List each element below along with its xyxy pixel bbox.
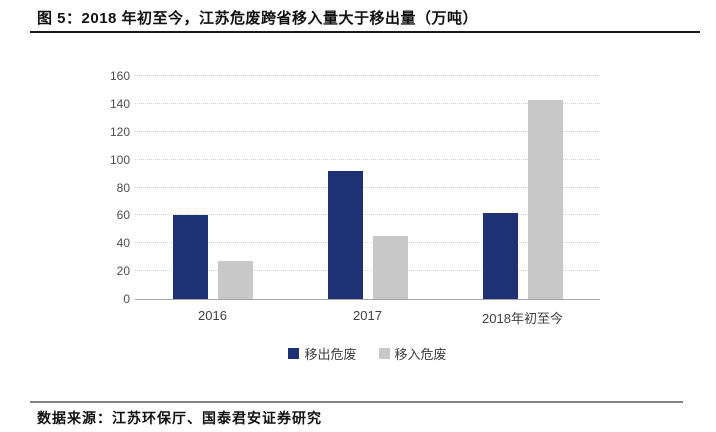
title-underline bbox=[30, 31, 700, 33]
y-tick-label: 120 bbox=[109, 124, 130, 139]
y-tick-label: 0 bbox=[123, 292, 130, 306]
legend-label: 移出危废 bbox=[304, 347, 357, 362]
footer-rule bbox=[30, 401, 683, 403]
legend-swatch-icon bbox=[378, 348, 390, 359]
x-axis-label: 2018年初至今 bbox=[482, 311, 563, 326]
bar-移出危废-2017 bbox=[327, 170, 363, 299]
y-tick-label: 80 bbox=[116, 180, 130, 195]
gridline bbox=[135, 214, 600, 216]
legend-label: 移入危废 bbox=[394, 347, 447, 362]
x-axis-line bbox=[135, 299, 600, 300]
gridline bbox=[135, 130, 600, 132]
bar-移出危废-2018年初至今 bbox=[482, 212, 518, 299]
y-tick-label: 160 bbox=[109, 69, 130, 83]
gridline bbox=[135, 242, 600, 244]
x-axis-label: 2016 bbox=[198, 308, 227, 323]
y-tick-label: 100 bbox=[109, 152, 130, 167]
x-axis-labels: 2016 2017 2018年初至今 bbox=[135, 308, 600, 327]
y-tick-label: 40 bbox=[116, 236, 130, 251]
bar-移出危废-2016 bbox=[172, 215, 208, 299]
y-tick-label: 20 bbox=[116, 264, 130, 279]
legend-entry-移入危废: 移入危废 bbox=[378, 344, 447, 363]
bar-group-2018年初至今 bbox=[445, 76, 600, 299]
bar-移入危废-2017 bbox=[372, 236, 408, 299]
y-tick-label: 140 bbox=[109, 96, 130, 111]
data-source-text: 数据来源：江苏环保厅、国泰君安证券研究 bbox=[37, 412, 322, 427]
gridline bbox=[135, 270, 600, 272]
figure-title: 图 5：2018 年初至今，江苏危废跨省移入量大于移出量（万吨） bbox=[37, 10, 479, 27]
bar-移入危废-2018年初至今 bbox=[527, 99, 563, 299]
gridline bbox=[135, 158, 600, 160]
legend: 移出危废 移入危废 bbox=[135, 344, 600, 363]
legend-entry-移出危废: 移出危废 bbox=[288, 344, 357, 363]
legend-swatch-icon bbox=[288, 348, 300, 359]
x-axis-label: 2017 bbox=[353, 308, 382, 323]
y-tick-label: 60 bbox=[116, 208, 130, 223]
bar-group-2016 bbox=[135, 76, 290, 299]
bar-group-2017 bbox=[290, 76, 445, 299]
bar-groups bbox=[135, 76, 600, 299]
gridline bbox=[135, 102, 600, 104]
y-axis: 0 20 40 60 80 100 120 140 160 bbox=[92, 69, 130, 306]
gridline bbox=[135, 75, 600, 76]
plot-area bbox=[135, 75, 600, 300]
bar-移入危废-2016 bbox=[217, 261, 253, 299]
gridline bbox=[135, 186, 600, 188]
